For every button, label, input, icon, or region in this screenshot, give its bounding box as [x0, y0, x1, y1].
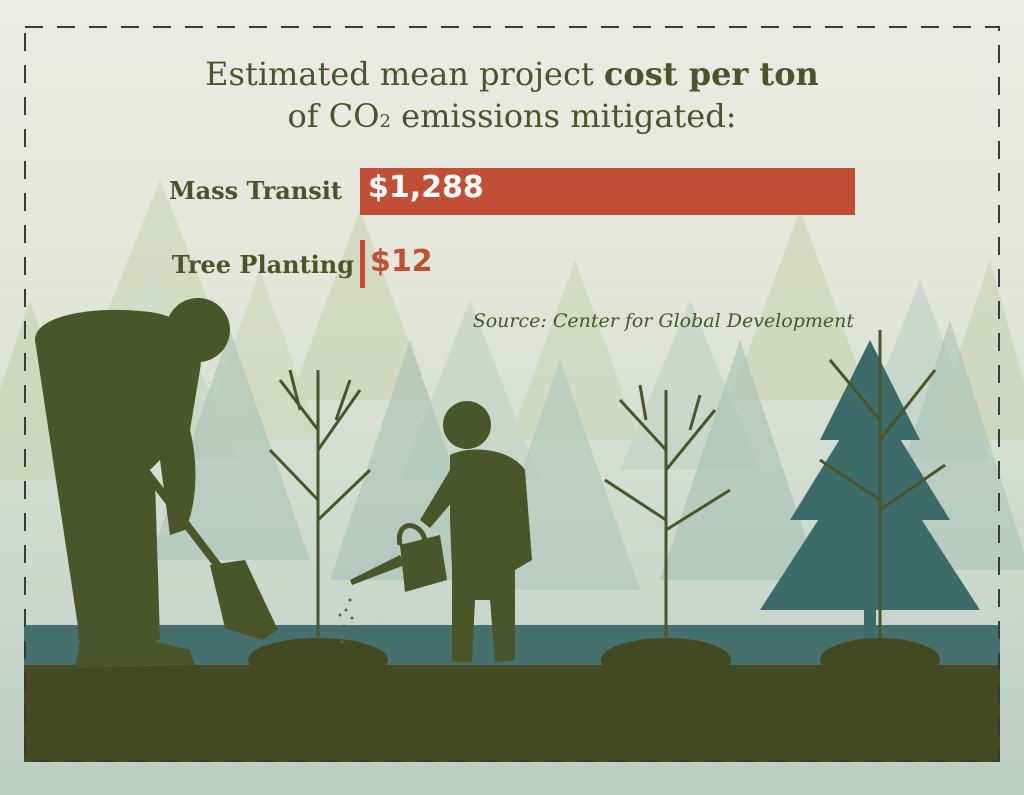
ground	[24, 665, 1000, 762]
bar-tree-planting	[360, 240, 365, 288]
title-prefix: Estimated mean project	[205, 55, 604, 93]
chart-title-line2: of CO2 emissions mitigated:	[0, 96, 1024, 142]
title-subscript: 2	[379, 111, 391, 132]
source-note: Source: Center for Global Development	[472, 310, 854, 332]
title-line2-suffix: emissions mitigated:	[390, 97, 737, 135]
chart-title-line1: Estimated mean project cost per ton	[0, 54, 1024, 94]
bar-mass-transit	[360, 168, 855, 215]
title-line2-prefix: of CO	[287, 97, 380, 135]
category-label-mass-transit: Mass Transit	[169, 176, 342, 205]
title-emphasis: cost per ton	[603, 55, 819, 93]
category-label-tree-planting: Tree Planting	[171, 250, 354, 279]
value-label-tree-planting: $12	[370, 244, 433, 279]
value-label-mass-transit: $1,288	[368, 170, 484, 205]
